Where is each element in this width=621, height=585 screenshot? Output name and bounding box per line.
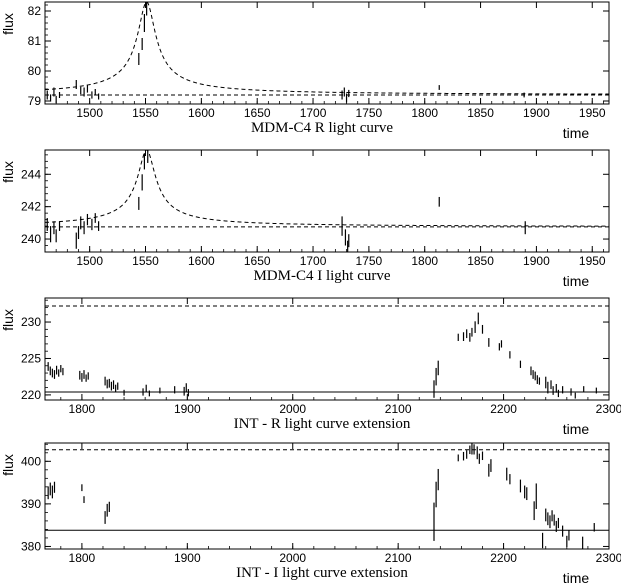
panel-4: 1800 1900 2000 2100 2200 2300 380 390 400 flux INT… (0, 442, 621, 585)
panel-3: 1800 1900 2000 2100 2200 2300 220 225 230 flux INT… (0, 297, 621, 437)
panel-1: 1500 1550 1600 1650 1700 1750 1800 1850 1900 1950… (0, 1, 610, 141)
x-tick-label: 1800 (411, 106, 438, 120)
x-tick-label: 1500 (76, 254, 103, 268)
y-tick-label: 244 (21, 167, 41, 181)
x-tick-label: 1750 (356, 106, 383, 120)
y-tick-label: 400 (21, 454, 41, 468)
plot-frame (44, 149, 610, 253)
x-tick-label: 2200 (490, 551, 517, 565)
x-axis-title: time (563, 125, 590, 141)
x-tick-label: 1800 (69, 402, 96, 416)
panel-caption: INT - I light curve extension (236, 565, 408, 581)
x-tick-label: 2000 (279, 551, 306, 565)
x-tick-label: 1500 (76, 106, 103, 120)
y-tick-label: 240 (21, 232, 41, 246)
x-tick-label: 2200 (490, 402, 517, 416)
y-axis-title: flux (0, 161, 16, 183)
y-tick-label: 242 (21, 200, 41, 214)
panel-caption: MDM-C4 R light curve (251, 120, 393, 136)
panel-caption: INT - R light curve extension (234, 416, 411, 432)
x-tick-label: 1950 (579, 106, 606, 120)
x-tick-label: 1650 (244, 106, 271, 120)
x-axis-title: time (563, 421, 590, 437)
y-axis-title: flux (0, 454, 16, 476)
x-tick-label: 1800 (69, 551, 96, 565)
model-curve (45, 150, 609, 227)
x-tick-label: 2100 (385, 551, 412, 565)
x-tick-label: 1950 (579, 254, 606, 268)
panel-2: 1500 1550 1600 1650 1700 1750 1800 1850 1900 1950… (0, 149, 610, 289)
x-tick-label: 1650 (244, 254, 271, 268)
model-curve (45, 2, 609, 95)
y-axis-title: flux (0, 309, 16, 331)
x-tick-label: 1800 (411, 254, 438, 268)
x-tick-label: 1550 (132, 106, 159, 120)
x-tick-label: 2300 (596, 551, 621, 565)
x-tick-label: 1700 (300, 106, 327, 120)
y-tick-label: 230 (21, 315, 41, 329)
plot-area (45, 2, 609, 104)
panel-caption: MDM-C4 I light curve (253, 268, 390, 284)
x-axis-title: time (563, 273, 590, 289)
plot-frame (44, 297, 610, 401)
y-tick-label: 79 (28, 94, 42, 108)
y-tick-label: 225 (21, 351, 41, 365)
plot-frame (44, 1, 610, 105)
x-tick-label: 2300 (596, 402, 621, 416)
x-tick-label: 1900 (523, 106, 550, 120)
y-axis-title: flux (0, 13, 16, 35)
x-tick-label: 1850 (467, 254, 494, 268)
x-tick-label: 1900 (174, 402, 201, 416)
x-tick-label: 1900 (523, 254, 550, 268)
plot-area (45, 443, 609, 549)
x-axis-title: time (563, 570, 590, 585)
x-tick-label: 1700 (300, 254, 327, 268)
x-tick-label: 2000 (279, 402, 306, 416)
plot-area (45, 150, 609, 252)
plot-frame (44, 442, 610, 550)
y-tick-label: 380 (21, 539, 41, 553)
x-tick-label: 1750 (356, 254, 383, 268)
y-tick-label: 82 (28, 4, 42, 18)
y-tick-label: 390 (21, 497, 41, 511)
x-tick-label: 1900 (174, 551, 201, 565)
y-tick-label: 220 (21, 388, 41, 402)
y-tick-label: 80 (28, 64, 42, 78)
x-tick-label: 2100 (385, 402, 412, 416)
y-tick-label: 81 (28, 34, 42, 48)
plot-area (45, 305, 609, 399)
x-tick-label: 1550 (132, 254, 159, 268)
x-tick-label: 1600 (188, 106, 215, 120)
x-tick-label: 1600 (188, 254, 215, 268)
x-tick-label: 1850 (467, 106, 494, 120)
